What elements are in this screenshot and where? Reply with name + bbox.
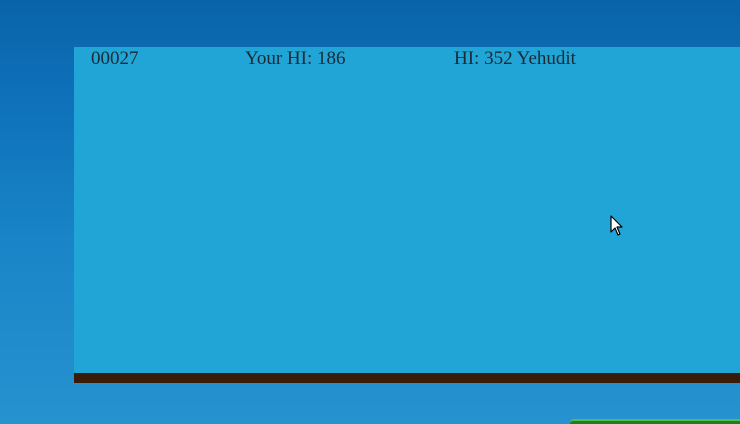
personal-high-score: Your HI: 186 [245, 48, 346, 69]
mouse-pointer-icon [610, 215, 623, 236]
ground-strip [74, 373, 740, 383]
game-canvas[interactable] [74, 47, 740, 375]
current-score: 00027 [91, 48, 139, 69]
global-high-score: HI: 352 Yehudit [454, 48, 576, 69]
platform-edge [570, 419, 740, 424]
